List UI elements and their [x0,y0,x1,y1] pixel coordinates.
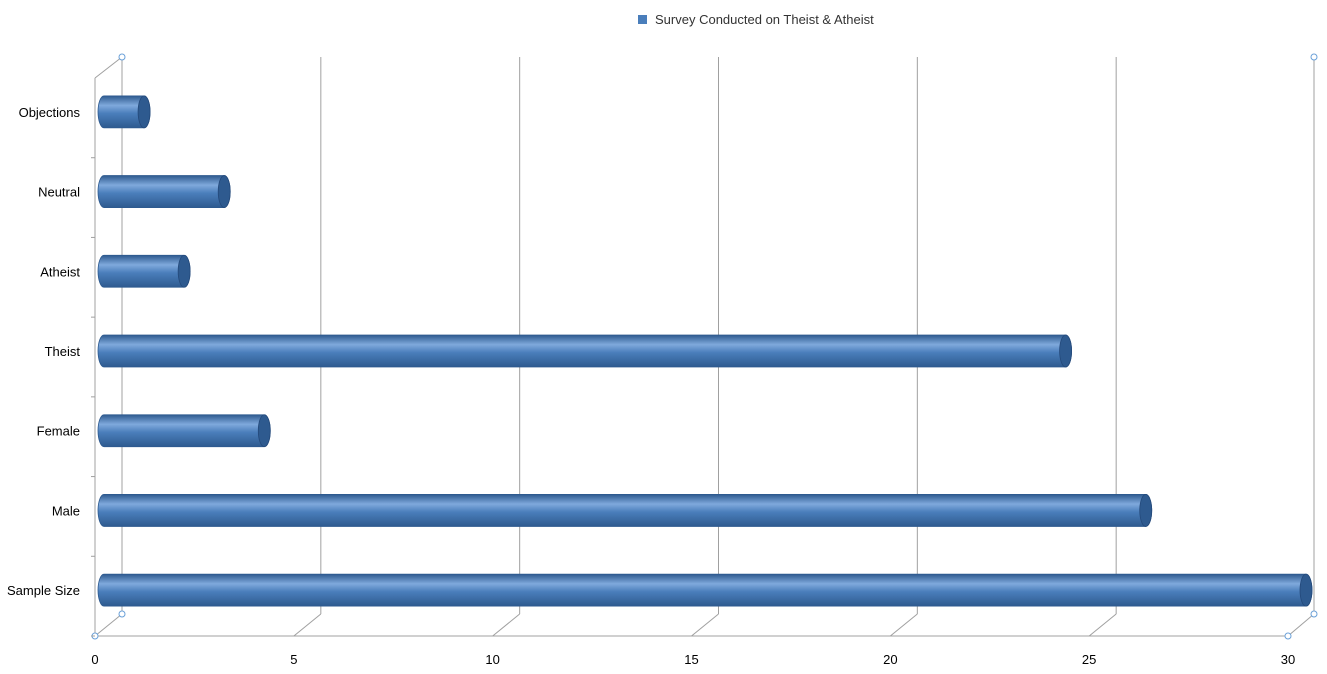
y-tick-label: Objections [19,105,81,120]
bar-end-cap [217,175,231,208]
bar-neutral [97,175,231,208]
bar-atheist [97,254,191,288]
gridline-floor [691,613,719,637]
x-tick-label: 25 [1082,652,1096,667]
gridline-floor [890,613,918,637]
bar-theist [97,334,1072,368]
axis-corner-marker [1284,632,1292,640]
x-tick-label: 15 [684,652,698,667]
axis-corner-marker [118,610,126,618]
y-tick-label: Male [52,503,80,518]
gridline-floor [293,613,322,637]
bar-sample-size [97,573,1313,607]
axis-corner-marker [1310,53,1318,61]
bar-female [97,414,271,448]
legend-swatch [638,15,647,24]
bar-end-cap [1299,573,1313,607]
floor-right-edge [1287,613,1315,637]
x-tick-label: 0 [91,652,98,667]
side-wall-top-edge [94,56,123,79]
bar-end-cap [177,254,191,288]
axis-corner-marker [118,53,126,61]
y-tick-label: Atheist [40,264,80,279]
legend-label: Survey Conducted on Theist & Atheist [655,12,874,27]
bar-end-cap [137,95,151,129]
bar-male [97,494,1153,527]
bar-end-cap [1059,334,1072,368]
y-tick-label: Sample Size [7,583,80,598]
y-tick-label: Female [37,424,80,439]
gridline-floor [1088,613,1117,637]
x-tick-label: 10 [485,652,499,667]
y-tick-label: Neutral [38,185,80,200]
x-tick-label: 5 [290,652,297,667]
floor-left-edge [94,613,123,637]
bar-end-cap [1139,494,1153,527]
axis-corner-marker [1310,610,1318,618]
x-tick-label: 30 [1281,652,1295,667]
legend: Survey Conducted on Theist & Atheist [638,12,874,27]
bar-end-cap [257,414,271,448]
x-tick-label: 20 [883,652,897,667]
gridline-floor [492,613,520,637]
y-tick-label: Theist [45,344,81,359]
